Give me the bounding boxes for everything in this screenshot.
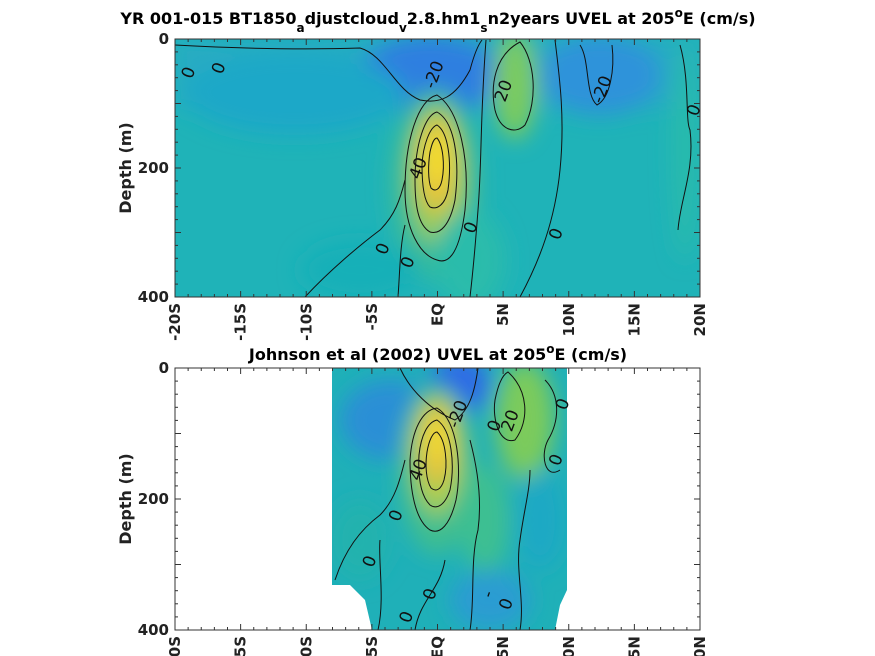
chart-bot-x-tick-label: EQ bbox=[429, 636, 447, 656]
chart-bottom-y-tick-labels: 0 200 400 bbox=[138, 359, 169, 639]
chart-top-ticks bbox=[174, 38, 701, 298]
chart-top-y-tick-label: 200 bbox=[138, 159, 169, 177]
chart-bottom-x-tick-labels: -20S -15S -10S -5S EQ 5N 10N 15N 20N bbox=[166, 636, 709, 656]
chart-top-x-tick-label: EQ bbox=[429, 303, 447, 326]
chart-top-y-axis-label: Depth (m) bbox=[116, 122, 135, 214]
chart-bot-x-tick-label: -10S bbox=[297, 636, 315, 656]
chart-bottom-ticks bbox=[174, 367, 701, 631]
chart-bot-y-tick-label: 0 bbox=[159, 359, 169, 377]
chart-bot-x-tick-label: -5S bbox=[363, 636, 381, 656]
chart-bottom-y-axis-label: Depth (m) bbox=[116, 453, 135, 545]
chart-top-x-tick-label: 20N bbox=[691, 303, 709, 336]
chart-top-x-tick-label: -10S bbox=[297, 303, 315, 341]
chart-top-title: YR 001-015 BT1850adjustcloudv2.8.hm1sn2y… bbox=[119, 6, 755, 35]
chart-bot-y-tick-label: 400 bbox=[138, 621, 169, 639]
chart-top-x-tick-labels: -20S -15S -10S -5S EQ 5N 10N 15N 20N bbox=[166, 303, 709, 341]
chart-top-contours bbox=[175, 39, 692, 297]
chart-top-contour-label: 0 bbox=[683, 102, 705, 119]
chart-bot-x-tick-label: -15S bbox=[232, 636, 250, 656]
chart-top-x-tick-label: 10N bbox=[560, 303, 578, 336]
chart-top-x-tick-label: 5N bbox=[494, 303, 512, 326]
chart-top-y-tick-label: 400 bbox=[138, 288, 169, 306]
chart-bot-x-tick-label: -20S bbox=[166, 636, 184, 656]
chart-bottom: Johnson et al (2002) UVEL at 205oE (cm/s… bbox=[116, 342, 709, 656]
chart-bot-x-tick-label: 5N bbox=[494, 636, 512, 656]
chart-top: YR 001-015 BT1850adjustcloudv2.8.hm1sn2y… bbox=[116, 6, 756, 341]
chart-top-x-tick-label: -5S bbox=[363, 303, 381, 330]
chart-bot-x-tick-label: 15N bbox=[625, 636, 643, 656]
chart-top-x-tick-label: -20S bbox=[166, 303, 184, 341]
chart-top-y-tick-label: 0 bbox=[159, 30, 169, 48]
chart-bot-x-tick-label: 10N bbox=[560, 636, 578, 656]
chart-bot-y-tick-label: 200 bbox=[138, 490, 169, 508]
chart-bot-x-tick-label: 20N bbox=[691, 636, 709, 656]
chart-top-y-tick-labels: 0 200 400 bbox=[138, 30, 169, 306]
chart-bottom-contours bbox=[334, 368, 561, 630]
chart-top-x-tick-label: 15N bbox=[625, 303, 643, 336]
chart-top-x-tick-label: -15S bbox=[232, 303, 250, 341]
chart-bottom-title: Johnson et al (2002) UVEL at 205oE (cm/s… bbox=[248, 342, 627, 364]
